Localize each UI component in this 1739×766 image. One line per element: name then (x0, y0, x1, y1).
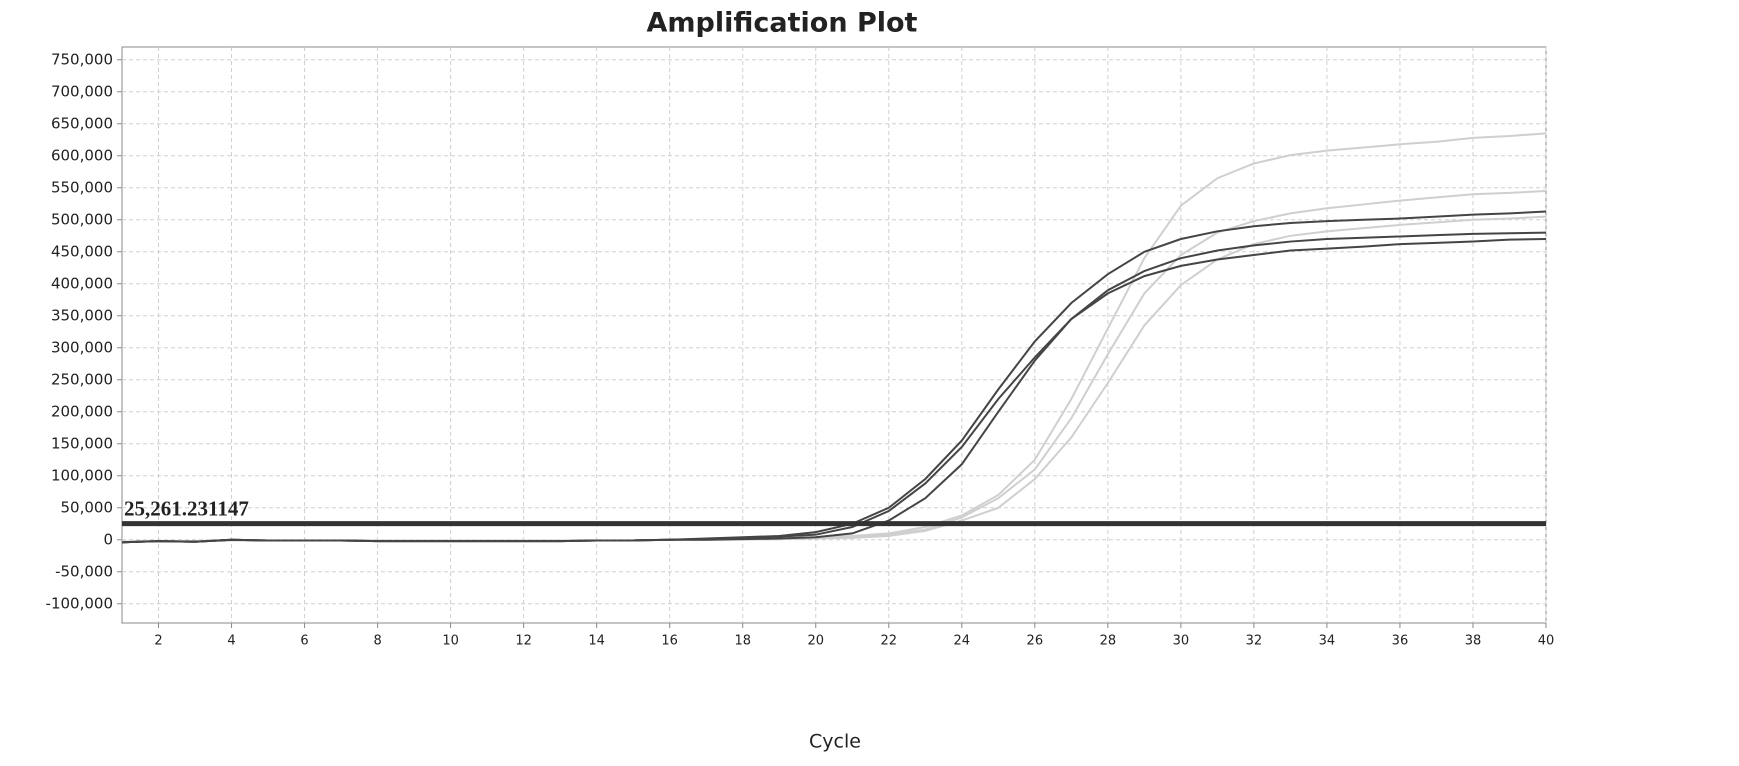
x-tick-label: 20 (807, 634, 824, 649)
y-tick-label: 50,000 (61, 498, 114, 516)
x-tick-label: 14 (588, 634, 605, 649)
y-tick-label: 700,000 (51, 82, 113, 100)
y-tick-label: 100,000 (51, 466, 113, 484)
y-tick-label: 550,000 (51, 178, 113, 196)
y-tick-label: 200,000 (51, 402, 113, 420)
x-tick-label: 28 (1100, 634, 1117, 649)
x-tick-label: 12 (515, 634, 532, 649)
x-tick-label: 40 (1538, 634, 1555, 649)
x-tick-label: 10 (442, 634, 459, 649)
y-tick-label: 600,000 (51, 146, 113, 164)
y-tick-label: -50,000 (55, 562, 113, 580)
y-tick-label: 400,000 (51, 274, 113, 292)
x-tick-label: 16 (661, 634, 678, 649)
x-tick-label: 38 (1465, 634, 1482, 649)
x-tick-label: 30 (1173, 634, 1190, 649)
x-tick-label: 18 (734, 634, 751, 649)
y-tick-label: 750,000 (51, 50, 113, 68)
threshold-label: 25,261.231147 (124, 496, 249, 520)
y-tick-label: 350,000 (51, 306, 113, 324)
x-tick-label: 34 (1319, 634, 1336, 649)
y-tick-label: 650,000 (51, 114, 113, 132)
chart-title: Amplification Plot (647, 8, 918, 39)
x-tick-label: 26 (1027, 634, 1044, 649)
series-line (121, 238, 1547, 544)
y-tick-label: 450,000 (51, 242, 113, 260)
x-tick-label: 8 (373, 634, 381, 649)
y-tick-label: 300,000 (51, 338, 113, 356)
x-tick-label: 24 (954, 634, 971, 649)
y-tick-label: 0 (103, 530, 113, 548)
x-axis-label: Cycle (809, 731, 861, 753)
x-tick-label: 2 (154, 634, 162, 649)
x-tick-label: 22 (880, 634, 897, 649)
x-tick-label: 36 (1392, 634, 1409, 649)
y-tick-label: -100,000 (46, 594, 113, 612)
y-tick-label: 250,000 (51, 370, 113, 388)
x-tick-label: 6 (300, 634, 308, 649)
y-tick-label: 500,000 (51, 210, 113, 228)
y-tick-label: 150,000 (51, 434, 113, 452)
x-tick-label: 4 (227, 634, 235, 649)
x-tick-label: 32 (1246, 634, 1263, 649)
